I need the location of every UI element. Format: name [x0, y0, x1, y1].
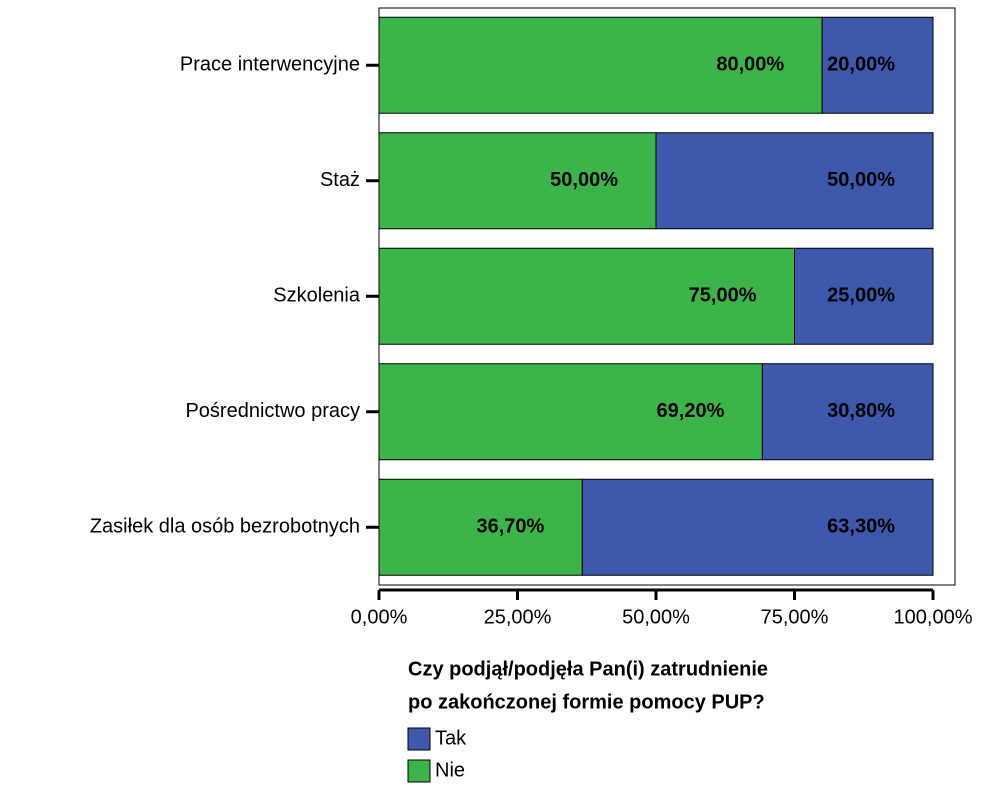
x-tick-label: 75,00% [761, 606, 829, 628]
x-tick-label: 25,00% [484, 606, 552, 628]
legend-swatch [407, 727, 431, 751]
bar-segment [794, 247, 934, 345]
bar-segment [378, 363, 763, 461]
legend-title: Czy podjął/podjęła Pan(i) zatrudnienie [408, 658, 768, 680]
bar-segment [378, 247, 795, 345]
value-label: 50,00% [550, 169, 618, 191]
value-label: 69,20% [657, 400, 725, 422]
legend-label: Nie [435, 759, 465, 781]
legend-swatch [407, 759, 431, 783]
y-tick-label: Staż [320, 169, 360, 191]
y-tick-label: Szkolenia [273, 285, 361, 307]
y-tick-label: Zasiłek dla osób bezrobotnych [90, 516, 360, 538]
y-tick-label: Prace interwencyjne [180, 54, 360, 76]
x-tick-label: 0,00% [351, 606, 408, 628]
bar-segment [655, 132, 934, 230]
x-tick-label: 100,00% [894, 606, 973, 628]
value-label: 36,70% [476, 516, 544, 538]
value-label: 25,00% [827, 285, 895, 307]
x-tick-label: 50,00% [622, 606, 690, 628]
bar-segment [821, 16, 934, 114]
value-label: 30,80% [827, 400, 895, 422]
value-label: 63,30% [827, 516, 895, 538]
value-label: 20,00% [827, 54, 895, 76]
bar-segment [581, 478, 934, 576]
value-label: 80,00% [716, 54, 784, 76]
legend-title: po zakończonej formie pomocy PUP? [408, 691, 765, 713]
bar-segment [761, 363, 934, 461]
y-tick-label: Pośrednictwo pracy [185, 400, 360, 422]
bar-segment [378, 16, 823, 114]
bar-segment [378, 132, 657, 230]
value-label: 50,00% [827, 169, 895, 191]
value-label: 75,00% [689, 285, 757, 307]
legend-label: Tak [435, 727, 467, 749]
